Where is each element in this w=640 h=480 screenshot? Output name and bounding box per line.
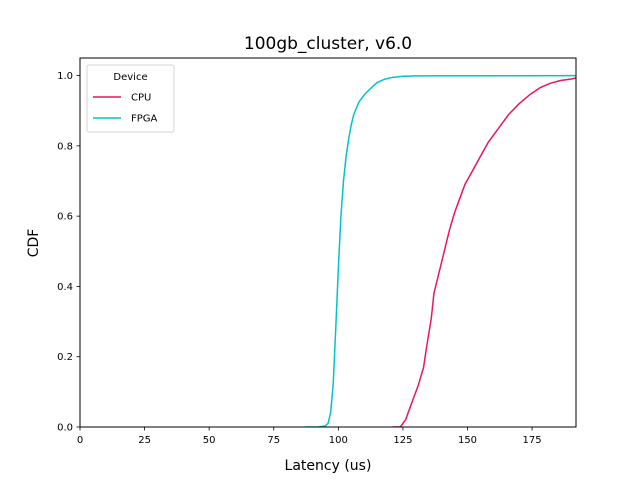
- x-tick-label: 25: [138, 435, 151, 446]
- legend-box: [86, 64, 175, 133]
- y-tick-label: 0.0: [57, 423, 73, 434]
- legend: Device CPU FPGA: [86, 64, 175, 133]
- series-line-cpu: [392, 77, 576, 427]
- x-tick-label: 0: [77, 435, 83, 446]
- series-layer: [304, 74, 576, 427]
- x-tick-label: 125: [393, 435, 412, 446]
- chart-title: 100gb_cluster, v6.0: [244, 34, 412, 54]
- legend-label-fpga: FPGA: [131, 114, 158, 125]
- legend-label-cpu: CPU: [131, 93, 151, 104]
- x-tick-label: 175: [523, 435, 542, 446]
- y-tick-label: 0.4: [57, 282, 73, 293]
- plot-area: [79, 57, 577, 428]
- y-tick-label: 0.2: [57, 352, 73, 363]
- series-line-fpga: [304, 74, 576, 427]
- y-axis-label: CDF: [26, 229, 42, 258]
- y-tick-label: 0.6: [57, 212, 73, 223]
- x-axis-label: Latency (us): [285, 458, 372, 474]
- y-tick-label: 1.0: [57, 71, 73, 82]
- axes-frame: [79, 57, 577, 428]
- x-axis-ticks: 0 25 50 75 100 125 150 175: [77, 427, 542, 446]
- x-tick-label: 50: [203, 435, 216, 446]
- x-tick-label: 75: [267, 435, 280, 446]
- legend-entries: CPU FPGA: [93, 93, 158, 125]
- y-tick-label: 0.8: [57, 141, 73, 152]
- legend-title: Device: [113, 72, 147, 83]
- y-axis-ticks: 0.0 0.2 0.4 0.6 0.8 1.0: [57, 71, 80, 434]
- x-tick-label: 100: [329, 435, 348, 446]
- x-tick-label: 150: [458, 435, 477, 446]
